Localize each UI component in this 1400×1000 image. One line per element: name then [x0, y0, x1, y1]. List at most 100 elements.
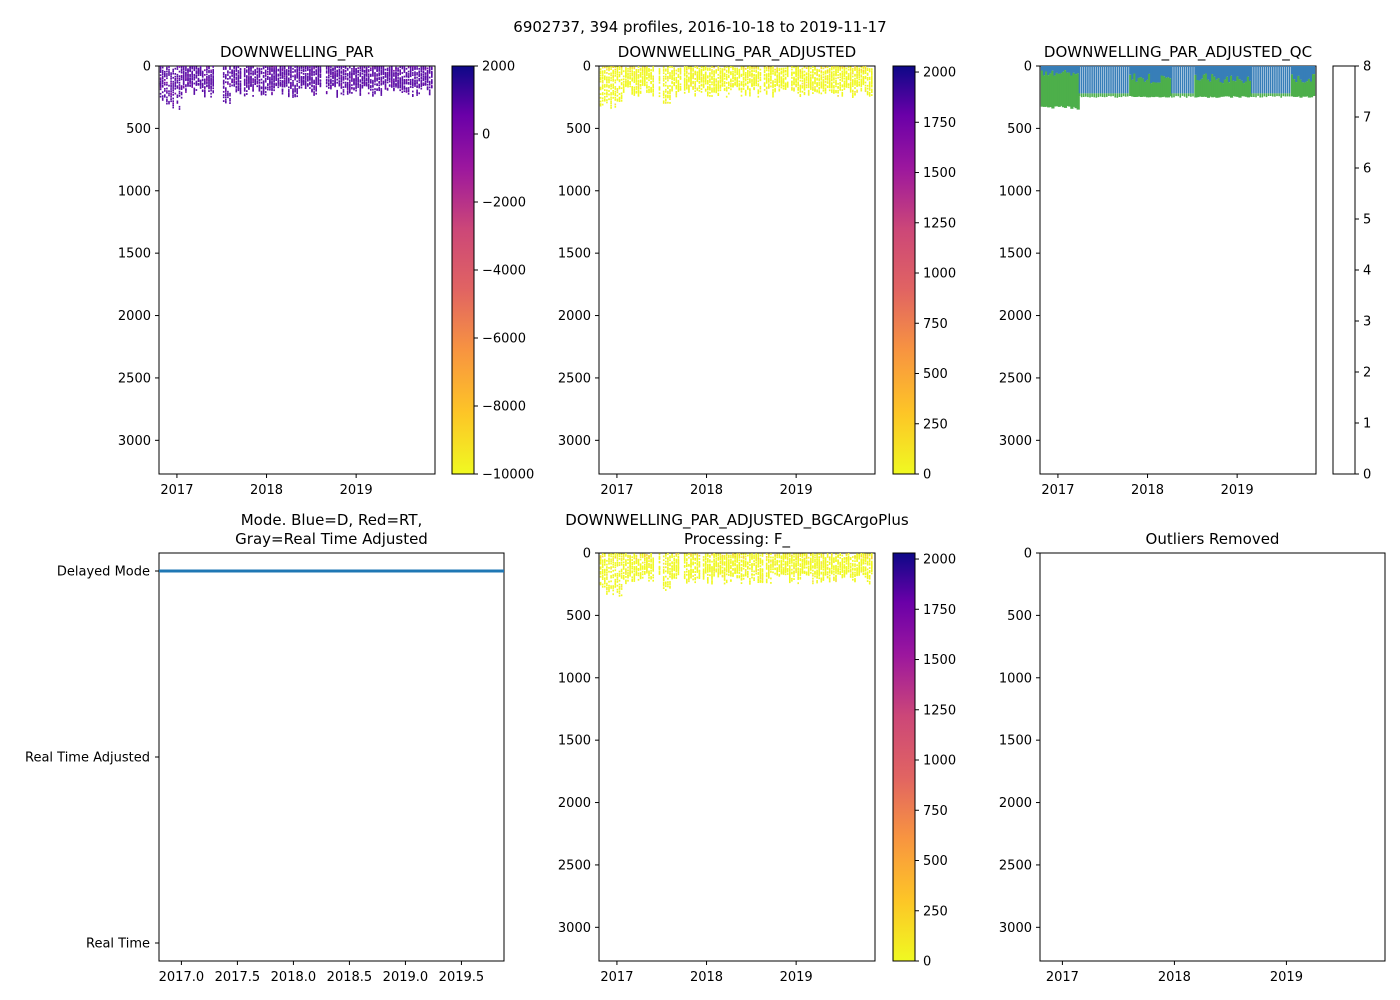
data-profile-point	[662, 566, 665, 569]
data-profile-point	[166, 81, 168, 84]
data-profile-point	[384, 79, 387, 81]
data-profile-point	[201, 83, 204, 86]
data-profile-point	[227, 96, 229, 99]
data-profile-point	[807, 92, 810, 95]
data-profile-point	[662, 90, 665, 93]
data-profile-point	[288, 72, 290, 75]
data-profile-point	[260, 81, 263, 84]
data-profile-point	[852, 75, 854, 78]
data-profile-point	[372, 88, 374, 91]
data-profile-point	[405, 88, 408, 90]
data-profile-point	[620, 575, 623, 577]
data-profile-point	[860, 66, 863, 69]
data-profile-point	[399, 70, 401, 73]
data-profile-point	[608, 69, 610, 72]
data-profile-point	[606, 85, 608, 88]
data-profile-point	[608, 86, 610, 89]
data-profile-point	[178, 108, 181, 110]
data-profile-point	[298, 68, 301, 71]
data-profile-point	[340, 76, 343, 78]
data-profile-point	[665, 73, 667, 76]
data-profile-point	[862, 78, 865, 80]
data-profile-point	[424, 76, 427, 79]
data-profile-point	[852, 68, 854, 70]
data-profile-point	[393, 73, 395, 76]
chart-par-adj-qc-qc-bar-good	[1175, 66, 1177, 94]
data-profile-point	[166, 98, 168, 101]
data-profile-point	[407, 92, 410, 95]
data-profile-point	[757, 77, 760, 80]
data-profile-point	[313, 91, 315, 93]
data-profile-point	[816, 71, 818, 74]
data-profile-point	[765, 66, 768, 68]
data-profile-point	[831, 83, 833, 85]
data-profile-point	[662, 559, 665, 561]
data-profile-point	[616, 98, 619, 101]
data-profile-point	[839, 84, 841, 87]
data-profile-point	[401, 83, 404, 86]
data-profile-point	[351, 70, 353, 72]
data-profile-point	[721, 74, 724, 77]
data-profile-point	[405, 78, 408, 81]
data-profile-point	[260, 68, 263, 70]
data-profile-point	[854, 74, 856, 77]
data-profile-point	[622, 75, 625, 78]
data-profile-point	[168, 84, 170, 87]
data-profile-point	[159, 69, 162, 72]
data-profile-point	[386, 87, 389, 90]
data-profile-point	[191, 72, 193, 75]
data-profile-point	[704, 78, 707, 81]
chart-par-adj-colorbar-label: 250	[923, 417, 948, 432]
data-profile-point	[721, 571, 724, 574]
data-profile-point	[393, 85, 395, 87]
data-profile-point	[159, 77, 162, 80]
data-profile-point	[721, 85, 724, 87]
data-profile-point	[290, 66, 292, 68]
data-profile-point	[608, 553, 610, 556]
data-profile-point	[420, 74, 423, 77]
data-profile-point	[778, 89, 781, 92]
data-profile-point	[866, 92, 869, 94]
data-profile-point	[633, 76, 636, 79]
data-profile-point	[690, 68, 692, 70]
data-profile-point	[631, 578, 633, 581]
data-profile-point	[185, 79, 187, 81]
data-profile-point	[418, 73, 420, 76]
data-profile-point	[601, 565, 604, 567]
data-profile-point	[700, 68, 703, 71]
data-profile-point	[601, 583, 604, 586]
chart-par-adj-colorbar-label: 2000	[923, 66, 956, 81]
data-profile-point	[409, 86, 412, 88]
data-profile-point	[835, 66, 837, 68]
data-profile-point	[262, 82, 265, 85]
data-profile-point	[298, 86, 301, 89]
data-profile-point	[749, 582, 751, 585]
chart-par-adj-qc-qc-bar-good	[1087, 66, 1089, 94]
data-profile-point	[648, 68, 650, 70]
data-profile-point	[361, 86, 364, 89]
data-profile-point	[170, 82, 172, 85]
data-profile-point	[759, 559, 762, 562]
data-profile-point	[770, 78, 772, 80]
data-profile-point	[386, 67, 389, 70]
chart-par-adj-qc-qc-bar-probably-good	[1112, 93, 1114, 97]
data-profile-point	[807, 83, 810, 86]
data-profile-point	[725, 77, 728, 80]
data-profile-point	[665, 563, 667, 565]
data-profile-point	[416, 68, 418, 70]
data-profile-point	[206, 77, 208, 80]
data-profile-point	[631, 79, 633, 82]
chart-par-adj-qc-qc-bar-probably-good	[1238, 79, 1242, 98]
data-profile-point	[633, 576, 636, 578]
data-profile-point	[679, 85, 682, 88]
data-profile-point	[307, 84, 309, 87]
data-profile-point	[277, 73, 280, 76]
data-profile-point	[698, 81, 701, 83]
chart-par-adj-qc-qc-bar-probably-good	[1301, 82, 1305, 97]
data-profile-point	[193, 67, 196, 70]
data-profile-point	[618, 93, 621, 95]
data-profile-point	[755, 570, 757, 573]
data-profile-point	[711, 578, 713, 580]
data-profile-point	[281, 84, 284, 87]
data-profile-point	[185, 67, 187, 70]
